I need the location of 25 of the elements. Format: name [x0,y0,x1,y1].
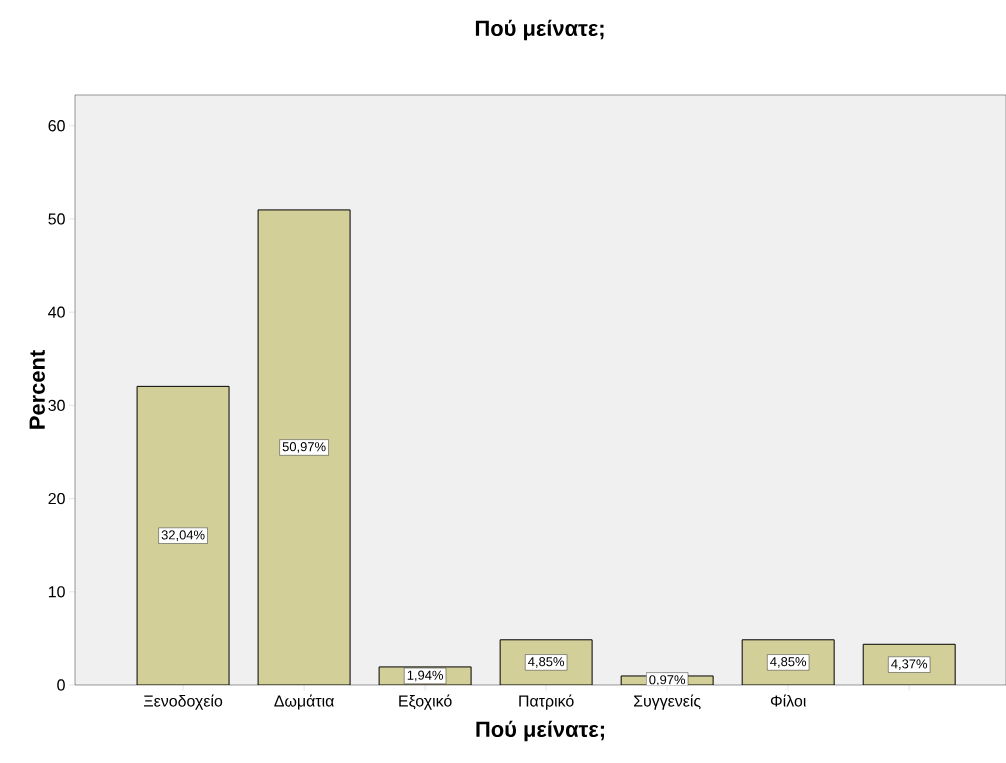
y-tick-label: 40 [48,306,65,318]
x-tick-label: Συγγενείς [634,694,701,710]
y-tick-label: 50 [48,213,65,225]
chart-title: Πού μείνατε; [475,19,604,41]
x-tick-label: Πατρικό [519,694,574,710]
data-label: 0,97% [649,675,686,686]
bar [137,386,230,685]
data-label: 32,04% [161,530,205,542]
x-tick-label: Δωμάτια [274,694,334,710]
data-label: 4,85% [528,657,565,668]
data-label: 4,37% [891,659,928,670]
y-tick-label: 10 [48,586,65,598]
y-tick-label: 0 [57,679,65,691]
data-label: 1,94% [407,670,444,682]
y-tick-label: 60 [48,120,65,132]
data-label: 4,85% [770,657,807,668]
x-tick-label: Ξενοδοχείο [144,694,223,710]
data-label: 50,97% [282,442,326,453]
x-axis-title: Πού μείνατε; [476,720,604,742]
x-tick-label: Φίλοι [770,694,806,707]
y-tick-label: 30 [48,399,65,412]
y-axis-title: Percent [29,350,45,429]
x-tick-label: Εξοχικό [399,694,452,710]
bar [258,209,351,685]
y-tick-label: 20 [48,492,65,505]
